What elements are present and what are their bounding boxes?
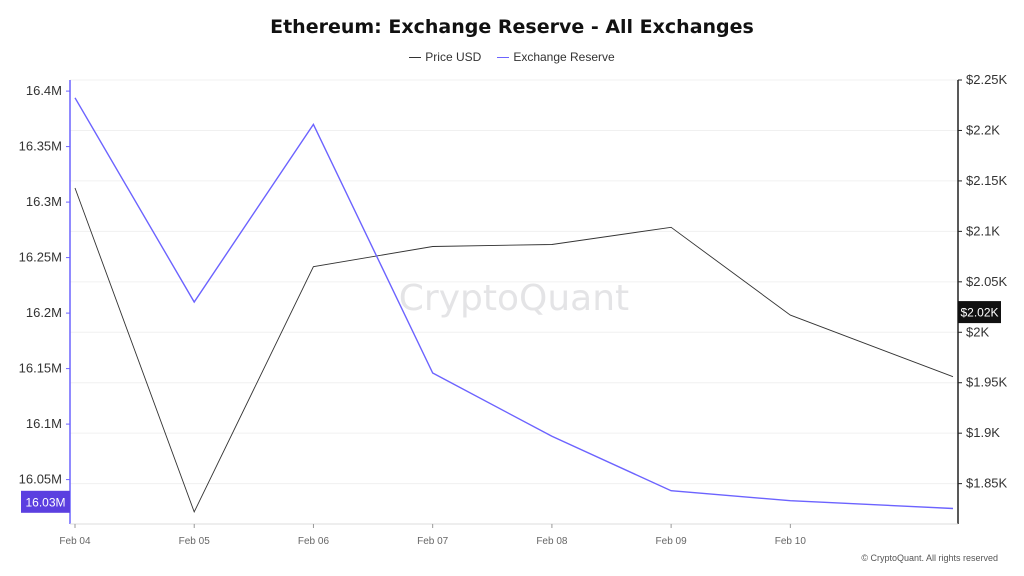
- legend-item-price[interactable]: Price USD: [409, 50, 481, 64]
- right-tick-label: $2.05K: [966, 274, 1008, 289]
- reserve-last-value-badge: [21, 490, 70, 513]
- legend-label-reserve: Exchange Reserve: [513, 50, 615, 64]
- left-tick-label: 16.4M: [26, 83, 62, 98]
- x-tick-label: Feb 10: [775, 536, 807, 547]
- x-tick-label: Feb 07: [417, 536, 449, 547]
- legend-swatch-price: [409, 56, 422, 58]
- x-tick-label: Feb 09: [656, 536, 688, 547]
- chart-legend: Price USD Exchange Reserve: [0, 50, 1024, 64]
- legend-item-reserve[interactable]: Exchange Reserve: [497, 50, 615, 64]
- series-line-price-usd: [74, 187, 954, 514]
- left-tick-label: 16.35M: [19, 139, 62, 154]
- price-last-value-label: $2.02K: [960, 306, 998, 320]
- x-tick-label: Feb 05: [179, 536, 211, 547]
- right-tick-label: $1.85K: [966, 476, 1008, 491]
- watermark: CryptoQuant: [399, 278, 629, 319]
- right-tick-label: $2.2K: [966, 122, 1000, 137]
- left-tick-label: 16.1M: [26, 416, 62, 431]
- left-tick-label: 16.15M: [19, 361, 62, 376]
- left-tick-label: 16.05M: [19, 472, 62, 487]
- right-tick-label: $2.25K: [966, 72, 1008, 87]
- legend-label-price: Price USD: [425, 50, 482, 64]
- right-tick-label: $1.9K: [966, 425, 1000, 440]
- left-tick-label: 16.2M: [26, 305, 62, 320]
- x-tick-label: Feb 08: [536, 536, 568, 547]
- left-tick-label: 16.25M: [19, 250, 62, 265]
- chart-title: Ethereum: Exchange Reserve - All Exchang…: [270, 16, 754, 38]
- copyright-footer: © CryptoQuant. All rights reserved: [861, 553, 998, 563]
- left-tick-label: 16.3M: [26, 194, 62, 209]
- right-tick-label: $1.95K: [966, 375, 1008, 390]
- right-tick-label: $2.15K: [966, 173, 1008, 188]
- x-tick-label: Feb 04: [59, 536, 91, 547]
- reserve-last-value-label: 16.03M: [25, 495, 65, 509]
- right-tick-label: $2.1K: [966, 223, 1000, 238]
- right-tick-label: $2K: [966, 324, 989, 339]
- legend-swatch-reserve: [497, 56, 510, 58]
- x-tick-label: Feb 06: [298, 536, 330, 547]
- price-last-value-badge: [958, 301, 1001, 324]
- series-line-exchange-reserve: [74, 97, 954, 510]
